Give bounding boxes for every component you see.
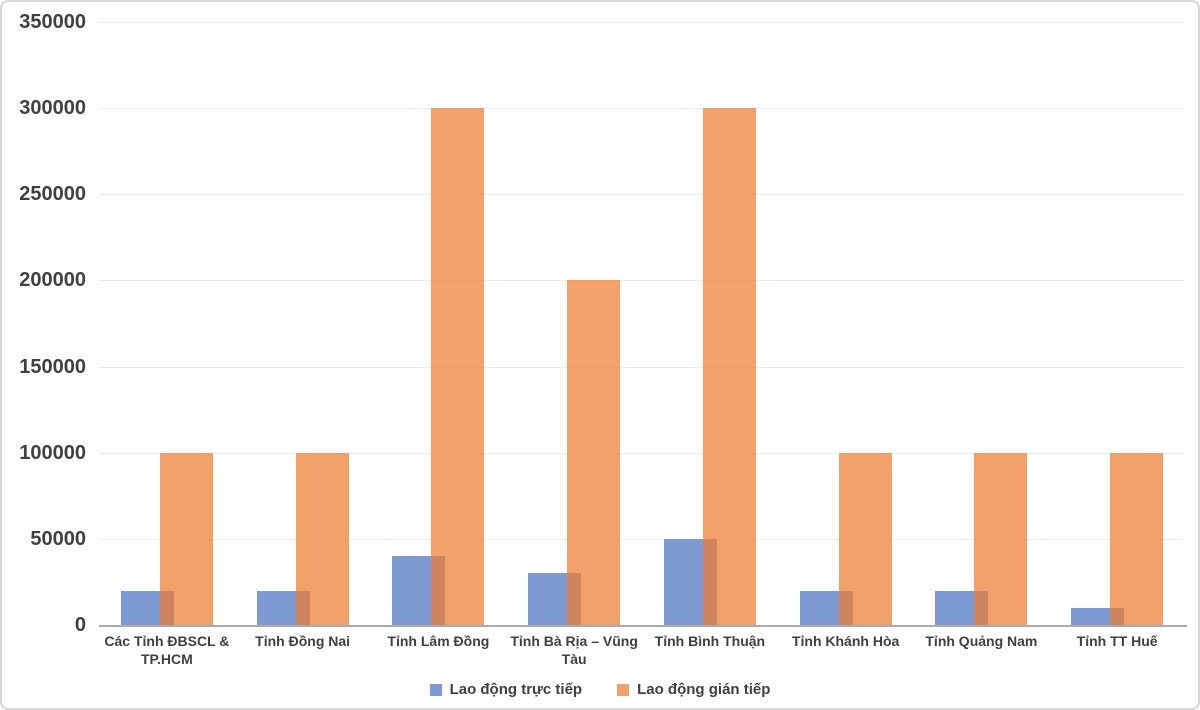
x-axis-category-labels: Các Tỉnh ĐBSCL & TP.HCM Tỉnh Đồng Nai Tỉnh… <box>99 632 1185 668</box>
bar-gian-tiep <box>974 453 1027 625</box>
x-axis-category-label: Tỉnh Quảng Nam <box>925 633 1038 649</box>
plot-area <box>99 22 1185 625</box>
y-axis-tick-label: 200000 <box>19 269 86 292</box>
legend-item-lao-dong-gian-tiep: Lao động gián tiếp <box>617 681 770 699</box>
bar-gian-tiep <box>567 280 620 625</box>
gridline <box>99 367 1185 368</box>
bar-gian-tiep <box>1110 453 1163 625</box>
y-axis-tick-label: 50000 <box>30 527 86 550</box>
gridline <box>99 22 1185 23</box>
gridline <box>99 453 1185 454</box>
x-axis-category-label: Tỉnh Lâm Đồng <box>387 633 490 649</box>
legend-swatch-gian-tiep-icon <box>617 684 630 696</box>
x-axis-category-label: Các Tỉnh ĐBSCL & TP.HCM <box>104 633 230 667</box>
gridline <box>99 280 1185 281</box>
bar-gian-tiep <box>160 453 213 625</box>
y-axis-tick-label: 300000 <box>19 97 86 120</box>
x-axis-category-label: Tỉnh Khánh Hòa <box>791 633 900 649</box>
bar-gian-tiep <box>296 453 349 625</box>
y-axis-tick-label: 0 <box>74 614 86 636</box>
x-axis-line <box>99 625 1187 627</box>
legend-label-gian-tiep: Lao động gián tiếp <box>637 681 771 698</box>
y-axis-tick-label: 250000 <box>19 183 86 206</box>
y-axis-tick-label: 100000 <box>19 441 86 464</box>
bar-gian-tiep <box>431 108 484 625</box>
x-axis-category-label: Tỉnh Bà Rịa – Vũng Tàu <box>510 633 638 667</box>
x-axis-category-label: Tỉnh TT Huế <box>1076 633 1158 649</box>
legend-swatch-truc-tiep-icon <box>429 684 442 696</box>
legend-item-lao-dong-truc-tiep: Lao động trực tiếp <box>429 681 583 699</box>
gridline <box>99 539 1185 540</box>
bar-gian-tiep <box>839 453 892 625</box>
y-axis-tick-label: 350000 <box>19 11 86 33</box>
x-axis-category-label: Tỉnh Bình Thuận <box>654 633 766 649</box>
x-axis-category-label: Tỉnh Đồng Nai <box>255 633 351 649</box>
gridline <box>99 108 1185 109</box>
bar-gian-tiep <box>703 108 756 625</box>
y-axis-tick-label: 150000 <box>19 355 86 378</box>
legend-label-truc-tiep: Lao động trực tiếp <box>449 681 583 698</box>
legend: Lao động trực tiếp Lao động gián tiếp <box>2 681 1198 699</box>
gridline <box>99 194 1185 195</box>
